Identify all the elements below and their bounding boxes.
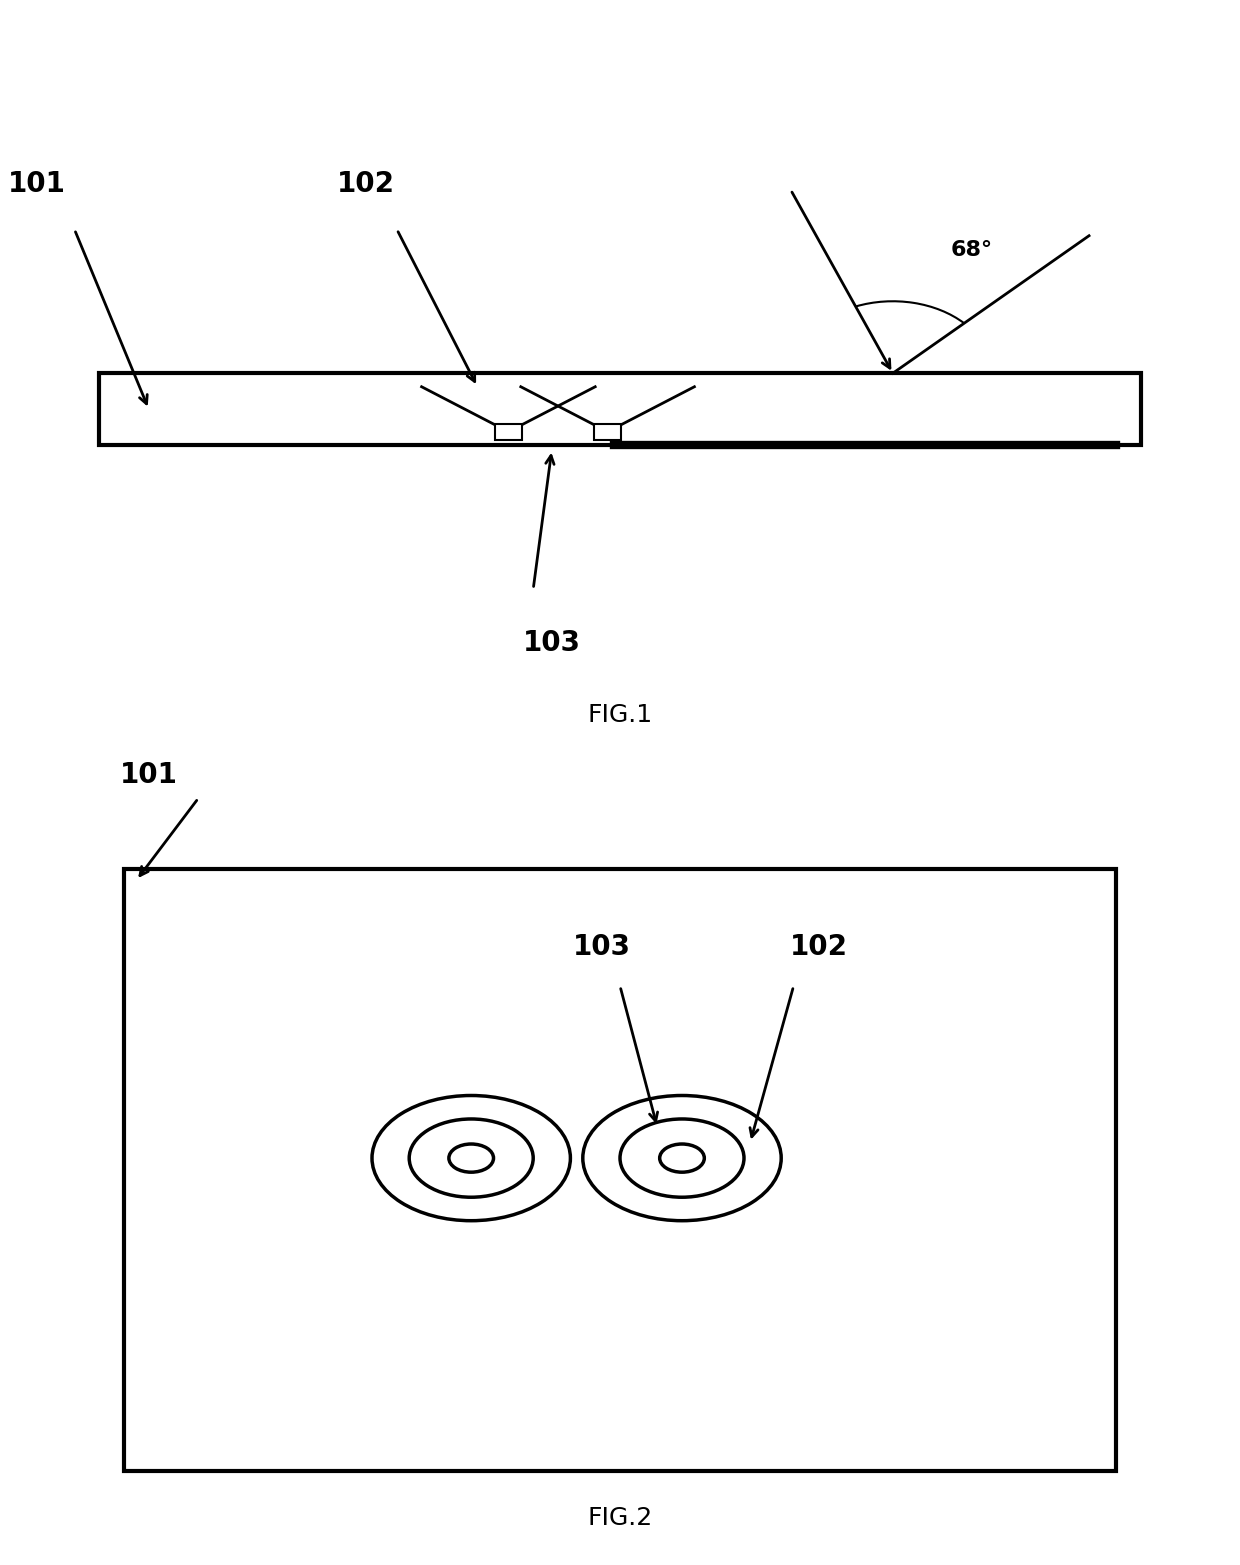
Text: FIG.2: FIG.2: [588, 1506, 652, 1531]
Text: 102: 102: [790, 933, 847, 961]
Bar: [495, 424, 522, 440]
Bar: [594, 424, 621, 440]
Text: 103: 103: [523, 629, 580, 657]
Text: FIG.1: FIG.1: [588, 703, 652, 728]
Text: 68°: 68°: [951, 239, 993, 260]
Text: 102: 102: [337, 171, 394, 199]
Text: 103: 103: [573, 933, 630, 961]
Bar: [124, 869, 1116, 1471]
Text: 101: 101: [120, 761, 177, 789]
Text: 101: 101: [9, 171, 66, 199]
Polygon shape: [99, 372, 1141, 444]
